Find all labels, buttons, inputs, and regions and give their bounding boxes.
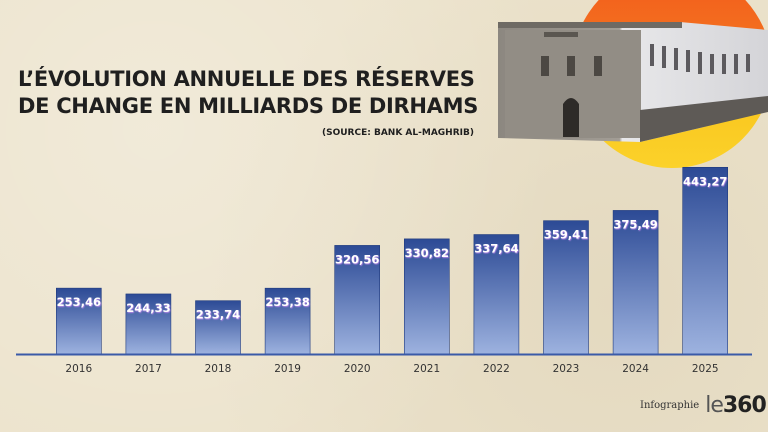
bar-2020	[334, 245, 381, 355]
x-tick-2020: 2020	[344, 363, 371, 375]
le360-logo: le360	[705, 393, 767, 418]
x-tick-2019: 2019	[274, 363, 301, 375]
data-label-2025: 443,27	[683, 174, 727, 188]
x-tick-2025: 2025	[692, 363, 719, 375]
title-line-1: L’ÉVOLUTION ANNUELLE DES RÉSERVES	[18, 67, 475, 91]
data-label-2023: 359,41	[544, 228, 588, 242]
x-tick-labels: 2016 2017 2018 2019 2020 2021 2022 2023 2024 2025	[65, 363, 718, 375]
bar-2025	[682, 166, 729, 355]
chart-title: L’ÉVOLUTION ANNUELLE DES RÉSERVES DE CHA…	[18, 66, 478, 120]
data-label-2016: 253,46	[57, 295, 101, 309]
bar-2024	[612, 210, 659, 355]
infographie-credit: Infographie	[640, 400, 700, 411]
data-label-2018: 233,74	[196, 308, 240, 322]
x-tick-2022: 2022	[483, 363, 510, 375]
data-label-2017: 244,33	[126, 301, 170, 315]
bars-group: 253,46 244,33 233,74 253,38 320,56 330,82 337,…	[55, 166, 729, 355]
title-line-2: DE CHANGE EN MILLIARDS DE DIRHAMS	[18, 94, 479, 118]
x-tick-2024: 2024	[622, 363, 649, 375]
data-label-2024: 375,49	[613, 217, 657, 231]
data-label-2021: 330,82	[405, 246, 449, 260]
bar-2021	[403, 238, 450, 355]
bar-2018	[195, 300, 241, 355]
bar-2023	[543, 220, 589, 355]
x-tick-2017: 2017	[135, 363, 162, 375]
x-tick-2016: 2016	[65, 363, 92, 375]
data-label-2019: 253,38	[265, 295, 309, 309]
x-tick-2018: 2018	[205, 363, 232, 375]
x-tick-2021: 2021	[413, 363, 440, 375]
bar-2019	[264, 287, 311, 355]
data-label-2022: 337,64	[474, 242, 518, 256]
x-tick-2023: 2023	[553, 363, 580, 375]
source-note: (SOURCE: BANK AL-MAGHRIB)	[322, 128, 474, 138]
data-label-2020: 320,56	[335, 252, 379, 266]
footer: Infographie le360	[640, 393, 767, 418]
